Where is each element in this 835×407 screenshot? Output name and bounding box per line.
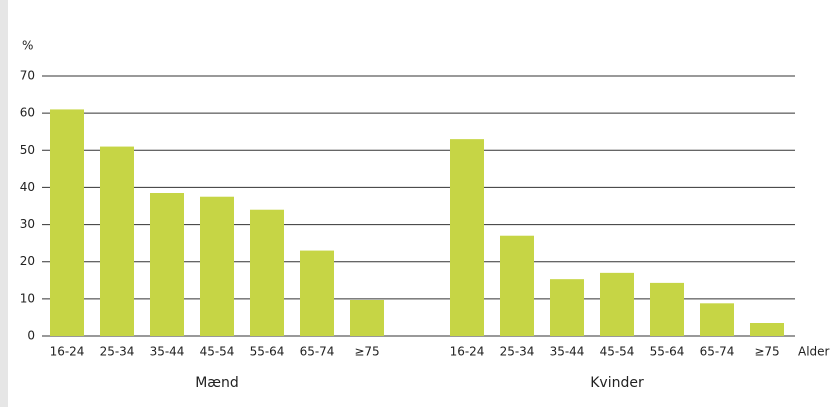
bar [600, 272, 634, 336]
x-tick-label: 16-24 [450, 345, 485, 359]
x-tick-label: 55-64 [650, 345, 685, 359]
bar [150, 193, 184, 336]
y-tick-label: 60 [20, 106, 35, 120]
x-axis-label: Alder [798, 345, 830, 359]
y-tick-label: 10 [20, 291, 35, 305]
bar [200, 196, 234, 336]
x-tick-label: 16-24 [50, 345, 85, 359]
bar [50, 109, 84, 336]
group-label: Kvinder [590, 375, 644, 391]
y-axis-label: % [22, 39, 33, 53]
x-tick-label: 35-44 [550, 345, 585, 359]
y-tick-label: 50 [20, 143, 35, 157]
x-tick-label: 65-74 [700, 345, 735, 359]
bar [350, 299, 384, 336]
bar [650, 282, 684, 336]
x-tick-label: 45-54 [200, 345, 235, 359]
bar [300, 250, 334, 336]
bar [750, 323, 784, 336]
bar [450, 139, 484, 336]
x-tick-label: 25-34 [500, 345, 535, 359]
y-tick-label: 70 [20, 69, 35, 83]
x-tick-label: 45-54 [600, 345, 635, 359]
x-tick-label: 35-44 [150, 345, 185, 359]
frame-edge [0, 0, 8, 407]
y-tick-label: 30 [20, 217, 35, 231]
x-tick-label: ≥75 [754, 345, 779, 359]
x-tick-label: 25-34 [100, 345, 135, 359]
y-tick-label: 20 [20, 254, 35, 268]
group-label: Mænd [195, 375, 239, 391]
bar [550, 279, 584, 336]
x-tick-label: ≥75 [354, 345, 379, 359]
bar [250, 209, 284, 336]
bar [500, 235, 534, 336]
y-tick-label: 0 [27, 329, 35, 343]
y-tick-label: 40 [20, 180, 35, 194]
bar [100, 146, 134, 336]
x-tick-label: 65-74 [300, 345, 335, 359]
bar [700, 303, 734, 336]
x-tick-label: 55-64 [250, 345, 285, 359]
